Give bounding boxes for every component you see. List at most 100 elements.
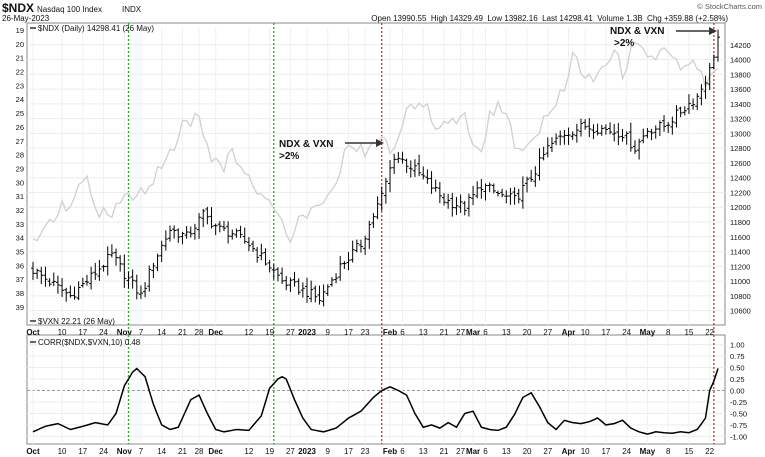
ohlc-bar: [255, 247, 260, 263]
ohlc-bar: [674, 105, 679, 128]
ohlc-bar: [89, 266, 94, 290]
annotation-1-arrowhead: [376, 139, 384, 147]
vxn-tick-label: 29: [16, 164, 24, 173]
ndx-tick-label: 13600: [730, 85, 751, 94]
ohlc-bar: [425, 169, 430, 184]
ohlc-bar: [587, 118, 592, 138]
vxn-tick-label: 30: [16, 178, 24, 187]
x-tick-label: Mar: [466, 447, 480, 456]
x-tick-label: Feb: [383, 447, 397, 456]
ndx-tick-label: 12800: [730, 144, 751, 153]
ohlc-bar: [76, 281, 81, 301]
ndx-tick-label: 11200: [730, 262, 750, 271]
x-tick-label: 20: [523, 328, 532, 337]
x-tick-label: 23: [361, 447, 370, 456]
x-tick-label: 23: [361, 328, 370, 337]
x-tick-label: Nov: [117, 328, 133, 337]
ohlc-bar: [632, 140, 637, 154]
vxn-tick-label: 38: [16, 289, 24, 298]
vxn-tick-label: 26: [16, 123, 24, 132]
x-tick-label: 22: [705, 328, 714, 337]
ohlc-bar: [184, 226, 189, 239]
annotation-2-line1: NDX & VXN: [610, 26, 664, 37]
ohlc-bar: [230, 229, 235, 240]
ohlc-bar: [645, 128, 650, 139]
ohlc-bar: [566, 127, 571, 145]
ndx-tick-label: 14200: [730, 41, 751, 50]
ohlc-bar: [35, 268, 40, 279]
vxn-tick-label: 25: [16, 109, 24, 118]
ndx-tick-label: 13400: [730, 100, 751, 109]
ohlc-bar: [192, 223, 197, 240]
ohlc-bar: [163, 230, 168, 251]
ohlc-bar: [118, 255, 123, 272]
ohlc-bar: [516, 188, 521, 204]
x-tick-label: 28: [195, 447, 204, 456]
vxn-tick-label: 31: [16, 192, 24, 201]
ohlc-bar: [417, 154, 422, 177]
ohlc-bar: [541, 146, 546, 161]
ohlc-bar: [271, 264, 276, 280]
ohlc-bar: [338, 255, 343, 281]
ohlc-bar: [707, 62, 712, 90]
x-tick-label: 10: [58, 447, 67, 456]
vxn-tick-label: 21: [16, 54, 24, 63]
ohlc-bar: [114, 248, 119, 266]
ohlc-bar: [317, 285, 322, 305]
x-tick-label: 10: [581, 447, 590, 456]
ohlc-bar: [93, 262, 98, 280]
ohlc-bar: [495, 190, 500, 197]
x-tick-label: 27: [286, 328, 295, 337]
ohlc-bar: [662, 115, 667, 132]
x-tick-label: 13: [502, 447, 511, 456]
ohlc-bar: [342, 261, 347, 270]
x-tick-label: Dec: [208, 447, 223, 456]
ohlc-bar: [375, 196, 380, 220]
x-tick-label: 21: [440, 447, 449, 456]
ohlc-bar: [504, 190, 509, 204]
ohlc-bar: [603, 124, 608, 135]
ohlc-bar: [47, 278, 52, 287]
x-tick-label: May: [640, 328, 656, 337]
x-tick-label: 10: [58, 328, 67, 337]
ohlc-bar: [126, 271, 131, 289]
ohlc-bar: [143, 282, 148, 298]
ohlc-bar: [80, 277, 85, 288]
ohlc-bar: [529, 169, 534, 183]
ohlc-bar: [703, 75, 708, 99]
x-tick-label: 10: [581, 328, 590, 337]
x-tick-label: Apr: [562, 447, 576, 456]
ndx-tick-label: 11800: [730, 218, 750, 227]
ohlc-bar: [155, 253, 160, 272]
ohlc-bar: [628, 122, 633, 152]
x-tick-label: Oct: [26, 328, 40, 337]
x-tick-label: 17: [601, 447, 610, 456]
ndx-tick-label: 14000: [730, 56, 751, 65]
ohlc-bar: [105, 246, 110, 276]
ohlc-bar: [657, 120, 662, 137]
ohlc-bar: [209, 207, 214, 229]
x-tick-label: 22: [705, 447, 714, 456]
ohlc-bar: [246, 236, 251, 252]
x-tick-label: 21: [178, 447, 187, 456]
vxn-tick-label: 27: [16, 137, 24, 146]
corr-legend: CORR($NDX,$VXN,10) 0.48: [38, 338, 141, 347]
ohlc-bar: [641, 128, 646, 144]
x-tick-label: 27: [286, 447, 295, 456]
index-name: Nasdaq 100 Index: [37, 5, 102, 14]
x-tick-label: 17: [78, 328, 87, 337]
x-tick-label: 27: [543, 447, 552, 456]
ohlc-bar: [350, 240, 355, 263]
ohlc-stats: Open 13990.55 High 14329.49 Low 13982.16…: [371, 14, 728, 23]
ohlc-bar: [491, 183, 496, 194]
x-tick-label: 9: [326, 447, 331, 456]
x-tick-label: 27: [543, 328, 552, 337]
ohlc-bar: [388, 160, 393, 193]
x-tick-label: 2023: [298, 447, 316, 456]
ohlc-bar: [458, 194, 463, 213]
x-tick-label: May: [640, 447, 656, 456]
ohlc-bar: [508, 187, 513, 205]
x-tick-label: 27: [456, 447, 465, 456]
ohlc-bar: [691, 98, 696, 110]
